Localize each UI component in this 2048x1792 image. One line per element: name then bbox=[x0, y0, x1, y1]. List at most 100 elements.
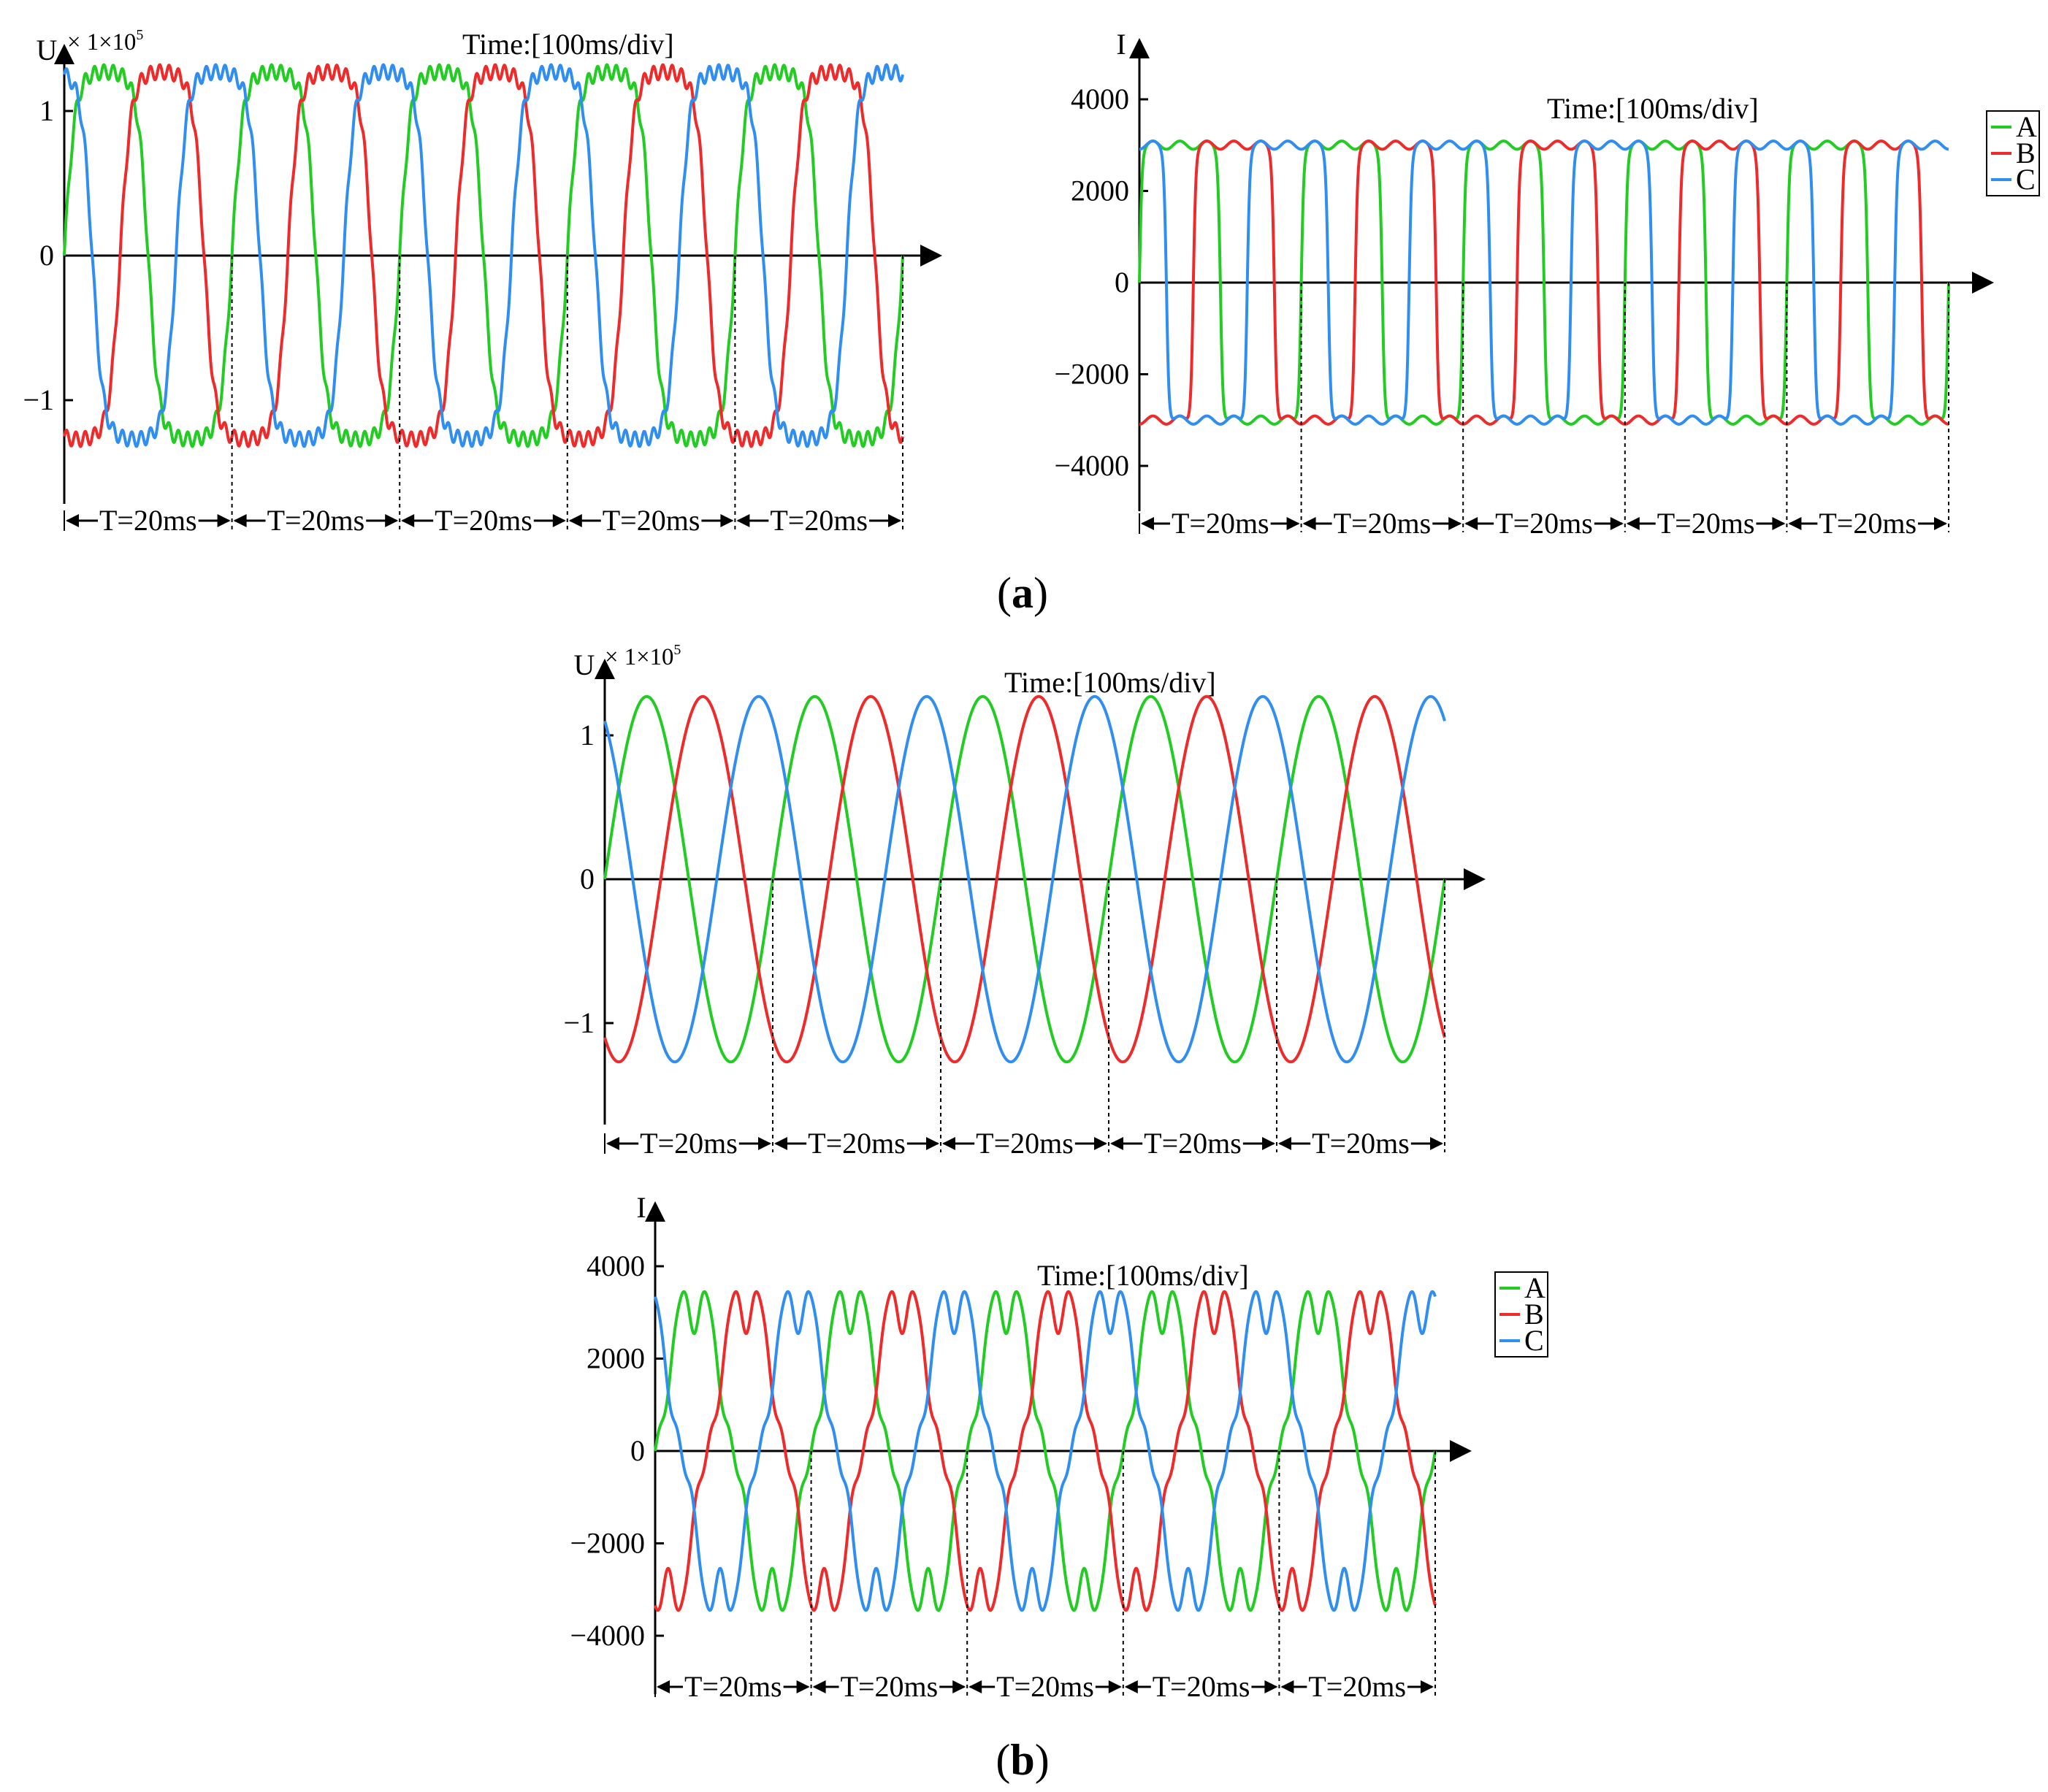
period-arrow-left bbox=[1110, 1137, 1123, 1150]
period-label-backing bbox=[1817, 507, 1919, 540]
period-label-backing bbox=[768, 504, 870, 537]
period-arrow-left bbox=[942, 1137, 955, 1150]
y-tick-label: 0 bbox=[630, 1434, 645, 1467]
period-label: T=20ms bbox=[1172, 507, 1269, 540]
period-arrow-right bbox=[1772, 517, 1786, 530]
period-arrow-left bbox=[1788, 517, 1802, 530]
y-tick-label: −2000 bbox=[570, 1527, 645, 1560]
period-label-backing bbox=[638, 1127, 739, 1160]
period-arrow-right bbox=[1264, 1680, 1278, 1693]
legend-label-b: B bbox=[2016, 137, 2036, 169]
time-label: Time:[100ms/div] bbox=[462, 28, 674, 61]
y-tick-label: −2000 bbox=[1054, 358, 1129, 391]
x-axis-arrow bbox=[1464, 868, 1486, 890]
period-label-backing bbox=[433, 504, 534, 537]
period-label: T=20ms bbox=[996, 1670, 1094, 1703]
series-line-a bbox=[654, 1290, 1437, 1612]
period-arrow-right bbox=[385, 514, 399, 527]
period-label-backing bbox=[1310, 1127, 1411, 1160]
legend-label-c: C bbox=[2016, 163, 2036, 196]
period-arrow-right bbox=[758, 1137, 771, 1150]
period-label: T=20ms bbox=[1153, 1670, 1250, 1703]
series-line-c bbox=[63, 63, 904, 448]
period-label-backing bbox=[1150, 1670, 1252, 1704]
period-arrow-left bbox=[1464, 517, 1478, 530]
y-tick-label: −4000 bbox=[570, 1619, 645, 1652]
period-arrow-left bbox=[774, 1137, 787, 1150]
period-arrow-right bbox=[1610, 517, 1624, 530]
y-axis-arrow bbox=[595, 659, 615, 679]
period-label-backing bbox=[1307, 1670, 1408, 1704]
legend-label-a: A bbox=[1524, 1271, 1545, 1304]
legend-label-b: B bbox=[1524, 1298, 1544, 1330]
period-arrow-left bbox=[1302, 517, 1316, 530]
y-axis-label: I bbox=[636, 1191, 646, 1224]
y-scale-exponent: 5 bbox=[136, 27, 143, 43]
caption-b-letter: b bbox=[1010, 1736, 1034, 1784]
period-label: T=20ms bbox=[99, 504, 197, 537]
period-arrow-left bbox=[736, 514, 750, 527]
caption-b: (b) bbox=[996, 1736, 1049, 1784]
period-arrow-left bbox=[1626, 517, 1640, 530]
y-tick-label: −4000 bbox=[1054, 449, 1129, 482]
panel-a-voltage-chart: 1 0 −1 U × 1×105 Time:[100ms/div] T=20ms T=20ms… bbox=[23, 27, 942, 537]
period-arrow-right bbox=[1421, 1680, 1434, 1693]
y-tick-label: 1 bbox=[39, 94, 54, 127]
y-axis-label: U bbox=[37, 34, 58, 66]
period-label: T=20ms bbox=[1495, 507, 1593, 540]
period-label-backing bbox=[265, 504, 367, 537]
period-arrow-right bbox=[1108, 1680, 1122, 1693]
y-tick-label: 2000 bbox=[1071, 175, 1129, 207]
legend-label-c: C bbox=[1524, 1324, 1544, 1357]
period-arrow-left bbox=[233, 514, 247, 527]
x-axis-arrow bbox=[1972, 272, 1994, 294]
period-label: T=20ms bbox=[267, 504, 365, 537]
period-arrow-right bbox=[217, 514, 231, 527]
period-label: T=20ms bbox=[1657, 507, 1755, 540]
caption-a: (a) bbox=[997, 569, 1048, 617]
series-line-b bbox=[1138, 139, 1950, 426]
y-tick-label: −1 bbox=[563, 1006, 595, 1039]
period-arrow-left bbox=[66, 514, 79, 527]
period-arrow-left bbox=[812, 1680, 826, 1693]
period-label: T=20ms bbox=[640, 1127, 738, 1160]
period-arrow-right bbox=[1286, 517, 1300, 530]
y-tick-label: 1 bbox=[580, 719, 595, 751]
series-line-b bbox=[63, 63, 904, 448]
period-arrow-right bbox=[888, 514, 901, 527]
period-arrow-right bbox=[1262, 1137, 1275, 1150]
period-label: T=20ms bbox=[770, 504, 868, 537]
series-line-c bbox=[603, 694, 1446, 1064]
period-label: T=20ms bbox=[603, 504, 700, 537]
time-label: Time:[100ms/div] bbox=[1547, 92, 1759, 125]
period-label: T=20ms bbox=[1819, 507, 1917, 540]
series-line-b bbox=[603, 694, 1446, 1064]
period-label: T=20ms bbox=[1308, 1670, 1406, 1703]
period-label-backing bbox=[1494, 507, 1594, 540]
y-scale-exponent: 5 bbox=[673, 642, 681, 658]
series-line-b bbox=[654, 1290, 1437, 1612]
y-tick-label: 4000 bbox=[586, 1249, 645, 1282]
y-axis-label: I bbox=[1116, 28, 1126, 61]
series-line-a bbox=[603, 694, 1446, 1064]
period-arrow-right bbox=[1094, 1137, 1107, 1150]
caption-a-letter: a bbox=[1012, 569, 1033, 617]
y-axis-arrow bbox=[54, 44, 74, 64]
period-arrow-right bbox=[1448, 517, 1462, 530]
period-label-backing bbox=[1655, 507, 1757, 540]
period-label-backing bbox=[806, 1127, 907, 1160]
panel-b-voltage-chart: 1 0 −1 U × 1×105 Time:[100ms/div] T=20ms T=20ms… bbox=[563, 642, 1486, 1160]
period-label: T=20ms bbox=[841, 1670, 939, 1703]
time-label: Time:[100ms/div] bbox=[1037, 1259, 1249, 1292]
panel-b-current-chart: 4000 2000 0 −2000 −4000 I Time:[100ms/div] T=20… bbox=[570, 1191, 1548, 1704]
y-axis-arrow bbox=[1129, 38, 1150, 58]
period-label-backing bbox=[97, 504, 199, 537]
period-arrow-right bbox=[1430, 1137, 1443, 1150]
y-scale-label: × 1×105 bbox=[605, 642, 681, 670]
series-line-c bbox=[654, 1290, 1437, 1612]
period-arrow-left bbox=[401, 514, 415, 527]
y-tick-label: 4000 bbox=[1071, 83, 1129, 115]
period-arrow-left bbox=[657, 1680, 670, 1693]
period-label: T=20ms bbox=[1312, 1127, 1410, 1160]
